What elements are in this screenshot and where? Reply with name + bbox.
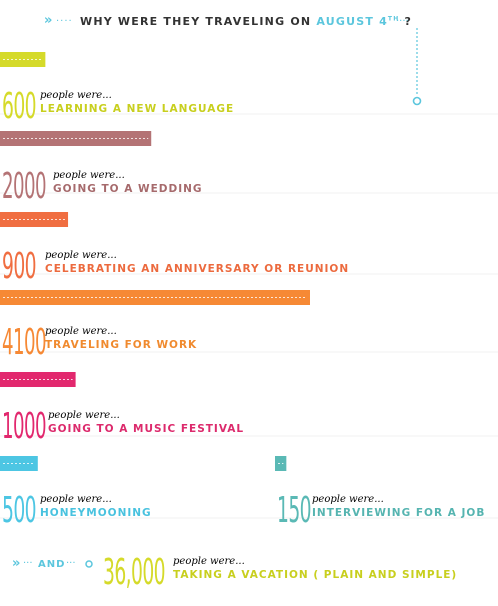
people-were-label-5: people were... [40,494,112,505]
chevron-right-icon: » [44,13,53,28]
category-label-7: TAKING A VACATION ( PLAIN AND SIMPLE) [173,569,457,581]
value-label-0: 600 [2,86,36,127]
category-label-5: HONEYMOONING [40,507,152,519]
title-text: WHY WERE THEY TRAVELING ON [80,15,312,28]
value-label-5: 500 [2,490,36,531]
people-were-label-0: people were... [40,90,112,101]
chart-header: » ···· WHY WERE THEY TRAVELING ON AUGUST… [0,0,498,44]
people-were-label-7: people were... [173,556,245,567]
chart-title: WHY WERE THEY TRAVELING ON AUGUST 4TH ? [80,15,412,28]
people-were-label-1: people were... [53,170,125,181]
footer-chevron-icon: » [12,556,20,571]
category-label-3: TRAVELING FOR WORK [45,339,197,351]
people-were-label-6: people were... [312,494,384,505]
header-dots: ···· [56,16,73,27]
value-label-2: 900 [2,246,36,287]
value-label-3: 4100 [2,322,46,363]
people-were-label-3: people were... [45,326,117,337]
value-label-1: 2000 [2,166,46,207]
people-were-label-2: people were... [45,250,117,261]
bar-4 [0,372,76,387]
bar-0 [0,52,46,67]
value-label-4: 1000 [2,406,46,447]
title-date-suffix: TH [387,15,400,23]
title-date: AUGUST 4 [316,15,388,28]
header-dots-trailing: ···· [396,16,409,27]
value-label-7: 36,000 [103,552,165,593]
category-label-4: GOING TO A MUSIC FESTIVAL [48,423,244,435]
value-label-6: 150 [277,490,311,531]
footer-ring-icon [85,560,93,568]
footer-dots-2: ··· [66,558,76,569]
connector-ring-icon [412,96,422,106]
footer-and-label: AND [38,559,65,570]
bar-5 [0,456,38,471]
category-label-2: CELEBRATING AN ANNIVERSARY OR REUNION [45,263,349,275]
category-label-6: INTERVIEWING FOR A JOB [312,507,485,519]
bar-2 [0,212,69,227]
people-were-label-4: people were... [48,410,120,421]
title-qmark: ? [404,15,413,28]
category-label-1: GOING TO A WEDDING [53,183,203,195]
footer-dots: ··· [23,558,33,569]
bar-6 [275,456,287,471]
category-label-0: LEARNING A NEW LANGUAGE [40,103,234,115]
